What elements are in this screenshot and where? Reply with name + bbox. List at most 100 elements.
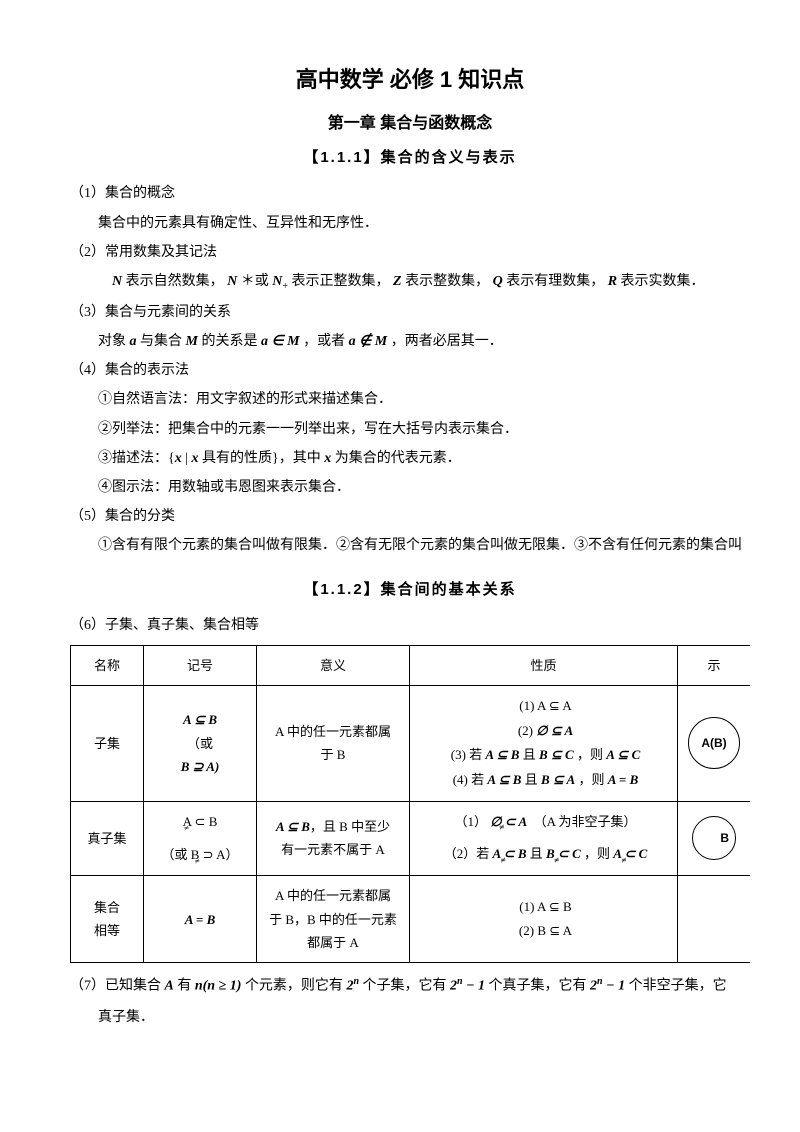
t: ∅ ⊂ A (490, 814, 527, 829)
t: A ⊂ C (613, 846, 647, 861)
sym-psupset: （或 B ⊃ A） ≠ (162, 848, 239, 861)
sym-supset: B ⊇ A) (150, 755, 250, 778)
t: (3) 若 (451, 747, 486, 762)
t: 于 B (321, 747, 346, 762)
item-1-label: （1）集合的概念 (70, 181, 750, 206)
cell-meaning: A 中的任一元素都属 于 B，B 中的任一元素 都属于 A (257, 876, 410, 963)
t: ，或者 (303, 334, 349, 349)
t: 且 (525, 772, 541, 787)
t: A ⊂ B (492, 846, 526, 861)
neq-icon: ≠ (195, 857, 200, 866)
cell-symbol: A = B (144, 876, 257, 963)
t: A 中的任一元素都属 (275, 888, 391, 903)
doc-title: 高中数学 必修 1 知识点 (70, 60, 750, 100)
relations-table: 名称 记号 意义 性质 示 子集 A ⊆ B （或 B ⊇ A) A 中的任一元… (70, 645, 750, 964)
t: (2) (518, 723, 536, 738)
symbol-2b: 2 (450, 979, 457, 994)
t: 表示实数集． (617, 274, 705, 289)
item-4-1: ①自然语言法：用文字叙述的形式来描述集合． (70, 387, 750, 412)
cell-name: 子集 (71, 686, 144, 802)
symbol-A: A (165, 979, 174, 994)
t: A ⊆ C (606, 747, 640, 762)
table-row: 子集 A ⊆ B （或 B ⊇ A) A 中的任一元素都属 于 B (1) A … (71, 686, 751, 802)
sym: A ⊂ B≠ (492, 847, 526, 860)
prop-2: （2）若 A ⊂ B≠ 且 B ⊂ C≠ ，则 A ⊂ C≠ (420, 842, 671, 867)
t: 相等 (94, 923, 120, 938)
symbol-M: M (186, 334, 198, 349)
t: 表示正整数集， (288, 274, 390, 289)
chapter-title: 第一章 集合与函数概念 (70, 110, 750, 139)
th-symbol: 记号 (144, 645, 257, 685)
neq-icon: ≠ (499, 823, 504, 832)
t: B ⊆ A (541, 772, 575, 787)
venn-icon: A(B) (688, 717, 740, 769)
t: A ⊆ B (487, 772, 521, 787)
t: ，两者必居其一． (391, 334, 503, 349)
symbol-R: R (608, 274, 617, 289)
neq-icon: ≠ (501, 856, 506, 865)
neq-icon: ≠ (554, 856, 559, 865)
symbol-Nplus: N (272, 274, 282, 289)
item-4-3: ③描述法：{x | x 具有的性质}，其中 x 为集合的代表元素． (70, 446, 750, 471)
t: ＊或 (237, 274, 272, 289)
section-1-1-1: 【1.1.1】集合的含义与表示 (70, 144, 750, 171)
sym: A ⊂ C≠ (613, 847, 647, 860)
t: ，则 (584, 846, 613, 861)
t: 集合 (94, 900, 120, 915)
t: 表示有理数集， (503, 274, 605, 289)
t: ∅ ⊆ A (536, 723, 573, 738)
neq-icon: ≠ (621, 856, 626, 865)
t: 且 (523, 747, 539, 762)
item-4-4: ④图示法：用数轴或韦恩图来表示集合． (70, 475, 750, 500)
cell-symbol: A ⊆ B （或 B ⊇ A) (144, 686, 257, 802)
t: （7）已知集合 (70, 979, 165, 994)
t: B ⊂ C (546, 846, 581, 861)
symbol-N2: N (227, 274, 237, 289)
item-4-2: ②列举法：把集合中的元素一一列举出来，写在大括号内表示集合． (70, 417, 750, 442)
t: 与集合 (140, 334, 186, 349)
prop-4: (4) 若 A ⊆ B 且 B ⊆ A ，则 A = B (420, 768, 671, 793)
symbol-m1: − 1 (463, 979, 485, 994)
item-7: （7）已知集合 A 有 n(n ≥ 1) 个元素，则它有 2n 个子集，它有 2… (70, 973, 750, 999)
item-4-label: （4）集合的表示法 (70, 358, 750, 383)
t: A 中的任一元素都属 (275, 724, 391, 739)
t: 于 B，B 中的任一元素 (269, 912, 397, 927)
item-7-tail: 真子集． (70, 1005, 750, 1030)
t: 个子集，它有 (363, 979, 451, 994)
cell-props: （1） ∅ ⊂ A≠ （A 为非空子集） （2）若 A ⊂ B≠ 且 B ⊂ C… (410, 801, 678, 875)
t: 的关系是 (201, 334, 261, 349)
t: （2）若 (444, 846, 493, 861)
t: A ⊆ B (276, 819, 310, 834)
t: 个非空子集，它 (629, 979, 727, 994)
table-header-row: 名称 记号 意义 性质 示 (71, 645, 751, 685)
cell-props: (1) A ⊆ A (2) ∅ ⊆ A (3) 若 A ⊆ B 且 B ⊆ C … (410, 686, 678, 802)
t: 表示整数集， (402, 274, 490, 289)
table-row: 集合 相等 A = B A 中的任一元素都属 于 B，B 中的任一元素 都属于 … (71, 876, 751, 963)
t: 有 (177, 979, 195, 994)
item-5-text: ①含有有限个元素的集合叫做有限集．②含有无限个元素的集合叫做无限集．③不含有任何… (70, 533, 750, 558)
t: ，且 B 中至少 (310, 819, 390, 834)
sym-subset: A ⊆ B (150, 708, 250, 731)
th-name: 名称 (71, 645, 144, 685)
th-meaning: 意义 (257, 645, 410, 685)
symbol-exp-n: n (353, 976, 359, 987)
t: 有一元素不属于 A (281, 842, 385, 857)
t: 都属于 A (307, 935, 359, 950)
section-1-1-2: 【1.1.2】集合间的基本关系 (70, 576, 750, 603)
sym-psubset: A ⊂ B ≠ (183, 815, 218, 828)
symbol-x: x (175, 451, 182, 466)
t: 个元素，则它有 (245, 979, 347, 994)
item-3-text: 对象 a 与集合 M 的关系是 a ∈ M ，或者 a ∉ M ，两者必居其一． (70, 329, 750, 354)
t: ③描述法：{ (98, 451, 175, 466)
item-1-text: 集合中的元素具有确定性、互异性和无序性． (70, 211, 750, 236)
prop-2: (2) B ⊆ A (420, 919, 671, 944)
t: 表示自然数集， (122, 274, 224, 289)
cell-meaning: A ⊆ B，且 B 中至少 有一元素不属于 A (257, 801, 410, 875)
t: （或 B ⊃ A） (162, 847, 239, 862)
prop-3: (3) 若 A ⊆ B 且 B ⊆ C ，则 A ⊆ C (420, 743, 671, 768)
t: ，则 (578, 772, 607, 787)
symbol-a: a (130, 334, 137, 349)
prop-1: (1) A ⊆ B (420, 895, 671, 920)
item-5-label: （5）集合的分类 (70, 504, 750, 529)
prop-2: (2) ∅ ⊆ A (420, 719, 671, 744)
